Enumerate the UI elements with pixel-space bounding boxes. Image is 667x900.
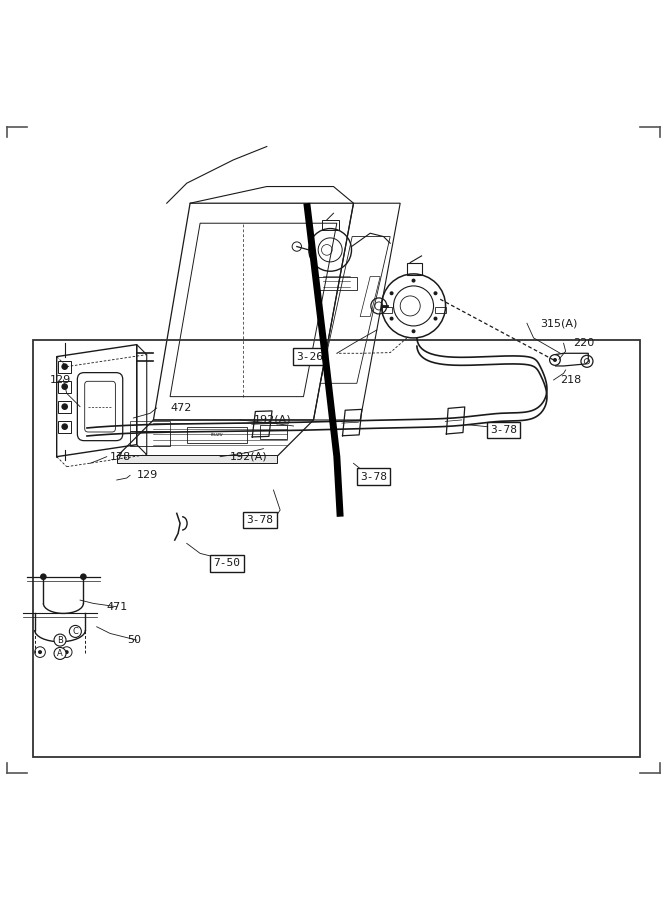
Bar — [435, 307, 446, 312]
Circle shape — [61, 364, 68, 370]
Circle shape — [412, 279, 416, 283]
Bar — [260, 426, 287, 438]
Text: isuzu: isuzu — [211, 433, 223, 437]
Circle shape — [65, 650, 69, 654]
Bar — [130, 421, 170, 431]
Text: C: C — [73, 627, 78, 636]
Circle shape — [553, 358, 557, 362]
Circle shape — [390, 317, 394, 320]
Circle shape — [80, 573, 87, 580]
Circle shape — [61, 383, 68, 390]
Text: 220: 220 — [574, 338, 595, 348]
Text: 471: 471 — [107, 602, 128, 612]
Bar — [58, 420, 71, 433]
Text: 50: 50 — [127, 635, 141, 645]
Circle shape — [412, 329, 416, 333]
Circle shape — [61, 403, 68, 410]
Bar — [58, 400, 71, 412]
Text: 218: 218 — [560, 375, 582, 385]
Bar — [322, 220, 339, 230]
Text: 129: 129 — [137, 471, 158, 481]
Circle shape — [434, 317, 438, 320]
Bar — [58, 361, 71, 373]
Text: 472: 472 — [170, 403, 191, 413]
Circle shape — [390, 292, 394, 295]
Text: 3-26: 3-26 — [297, 352, 323, 362]
Bar — [130, 431, 170, 446]
Text: B: B — [57, 635, 63, 644]
Circle shape — [434, 292, 438, 295]
Bar — [187, 427, 247, 444]
Polygon shape — [117, 455, 277, 464]
Bar — [33, 340, 640, 757]
Circle shape — [40, 573, 47, 580]
Text: 3-78: 3-78 — [490, 425, 517, 435]
Circle shape — [61, 423, 68, 430]
Bar — [407, 263, 422, 274]
Text: 3-78: 3-78 — [360, 472, 387, 482]
Bar — [382, 307, 392, 312]
Bar — [58, 381, 71, 392]
Text: 7-50: 7-50 — [213, 558, 240, 569]
Text: 192(A): 192(A) — [253, 415, 291, 425]
Text: 315(A): 315(A) — [540, 319, 578, 328]
Text: 3-78: 3-78 — [247, 515, 273, 525]
Text: A: A — [57, 649, 63, 658]
Text: 129: 129 — [50, 375, 71, 385]
Text: 178: 178 — [110, 452, 131, 462]
Text: 192(A): 192(A) — [230, 452, 267, 462]
Circle shape — [38, 650, 42, 654]
